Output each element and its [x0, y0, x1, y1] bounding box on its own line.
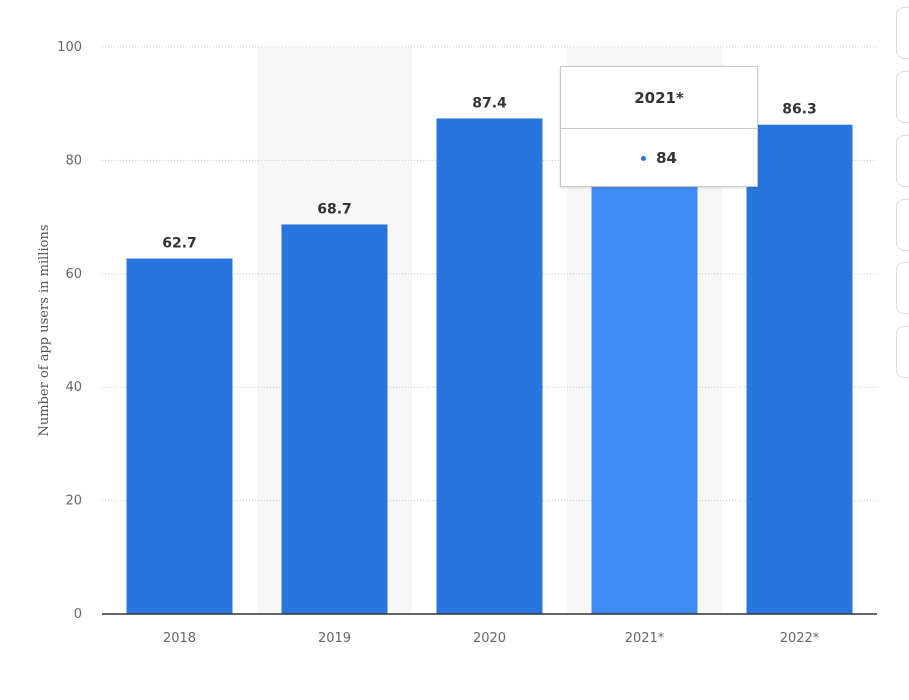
x-tick-label: 2022* [780, 631, 820, 646]
x-tick-label: 2018 [163, 631, 196, 646]
side-toolbar-button-1[interactable] [896, 7, 909, 59]
data-label: 86.3 [782, 102, 817, 118]
bar [436, 118, 543, 614]
side-toolbar-button-3[interactable] [896, 135, 909, 187]
side-toolbar-button-5[interactable] [896, 262, 909, 314]
tooltip-value: 84 [656, 149, 677, 167]
y-tick-label: 100 [57, 40, 82, 55]
chart-tooltip: 2021* 84 [560, 66, 758, 187]
data-label: 68.7 [317, 201, 352, 217]
series-dot-icon [641, 155, 647, 161]
data-label: 62.7 [162, 235, 197, 251]
y-tick-label: 60 [65, 267, 82, 282]
y-tick-label: 0 [74, 607, 82, 622]
x-tick-label: 2021* [625, 631, 665, 646]
y-tick-label: 20 [65, 494, 82, 509]
x-tick-label: 2019 [318, 631, 351, 646]
tooltip-value-row: 84 [561, 129, 757, 187]
y-tick-label: 40 [65, 380, 82, 395]
side-toolbar-button-4[interactable] [896, 199, 909, 251]
data-label: 87.4 [472, 95, 507, 111]
bar [591, 137, 698, 614]
side-toolbar-button-2[interactable] [896, 71, 909, 123]
y-axis-title: Number of app users in millions [37, 225, 52, 437]
bar [746, 124, 853, 614]
bar [281, 224, 388, 614]
bar [126, 258, 233, 614]
side-toolbar-button-6[interactable] [896, 326, 909, 378]
tooltip-category: 2021* [561, 67, 757, 129]
x-tick-label: 2020 [473, 631, 506, 646]
y-tick-label: 80 [65, 153, 82, 168]
